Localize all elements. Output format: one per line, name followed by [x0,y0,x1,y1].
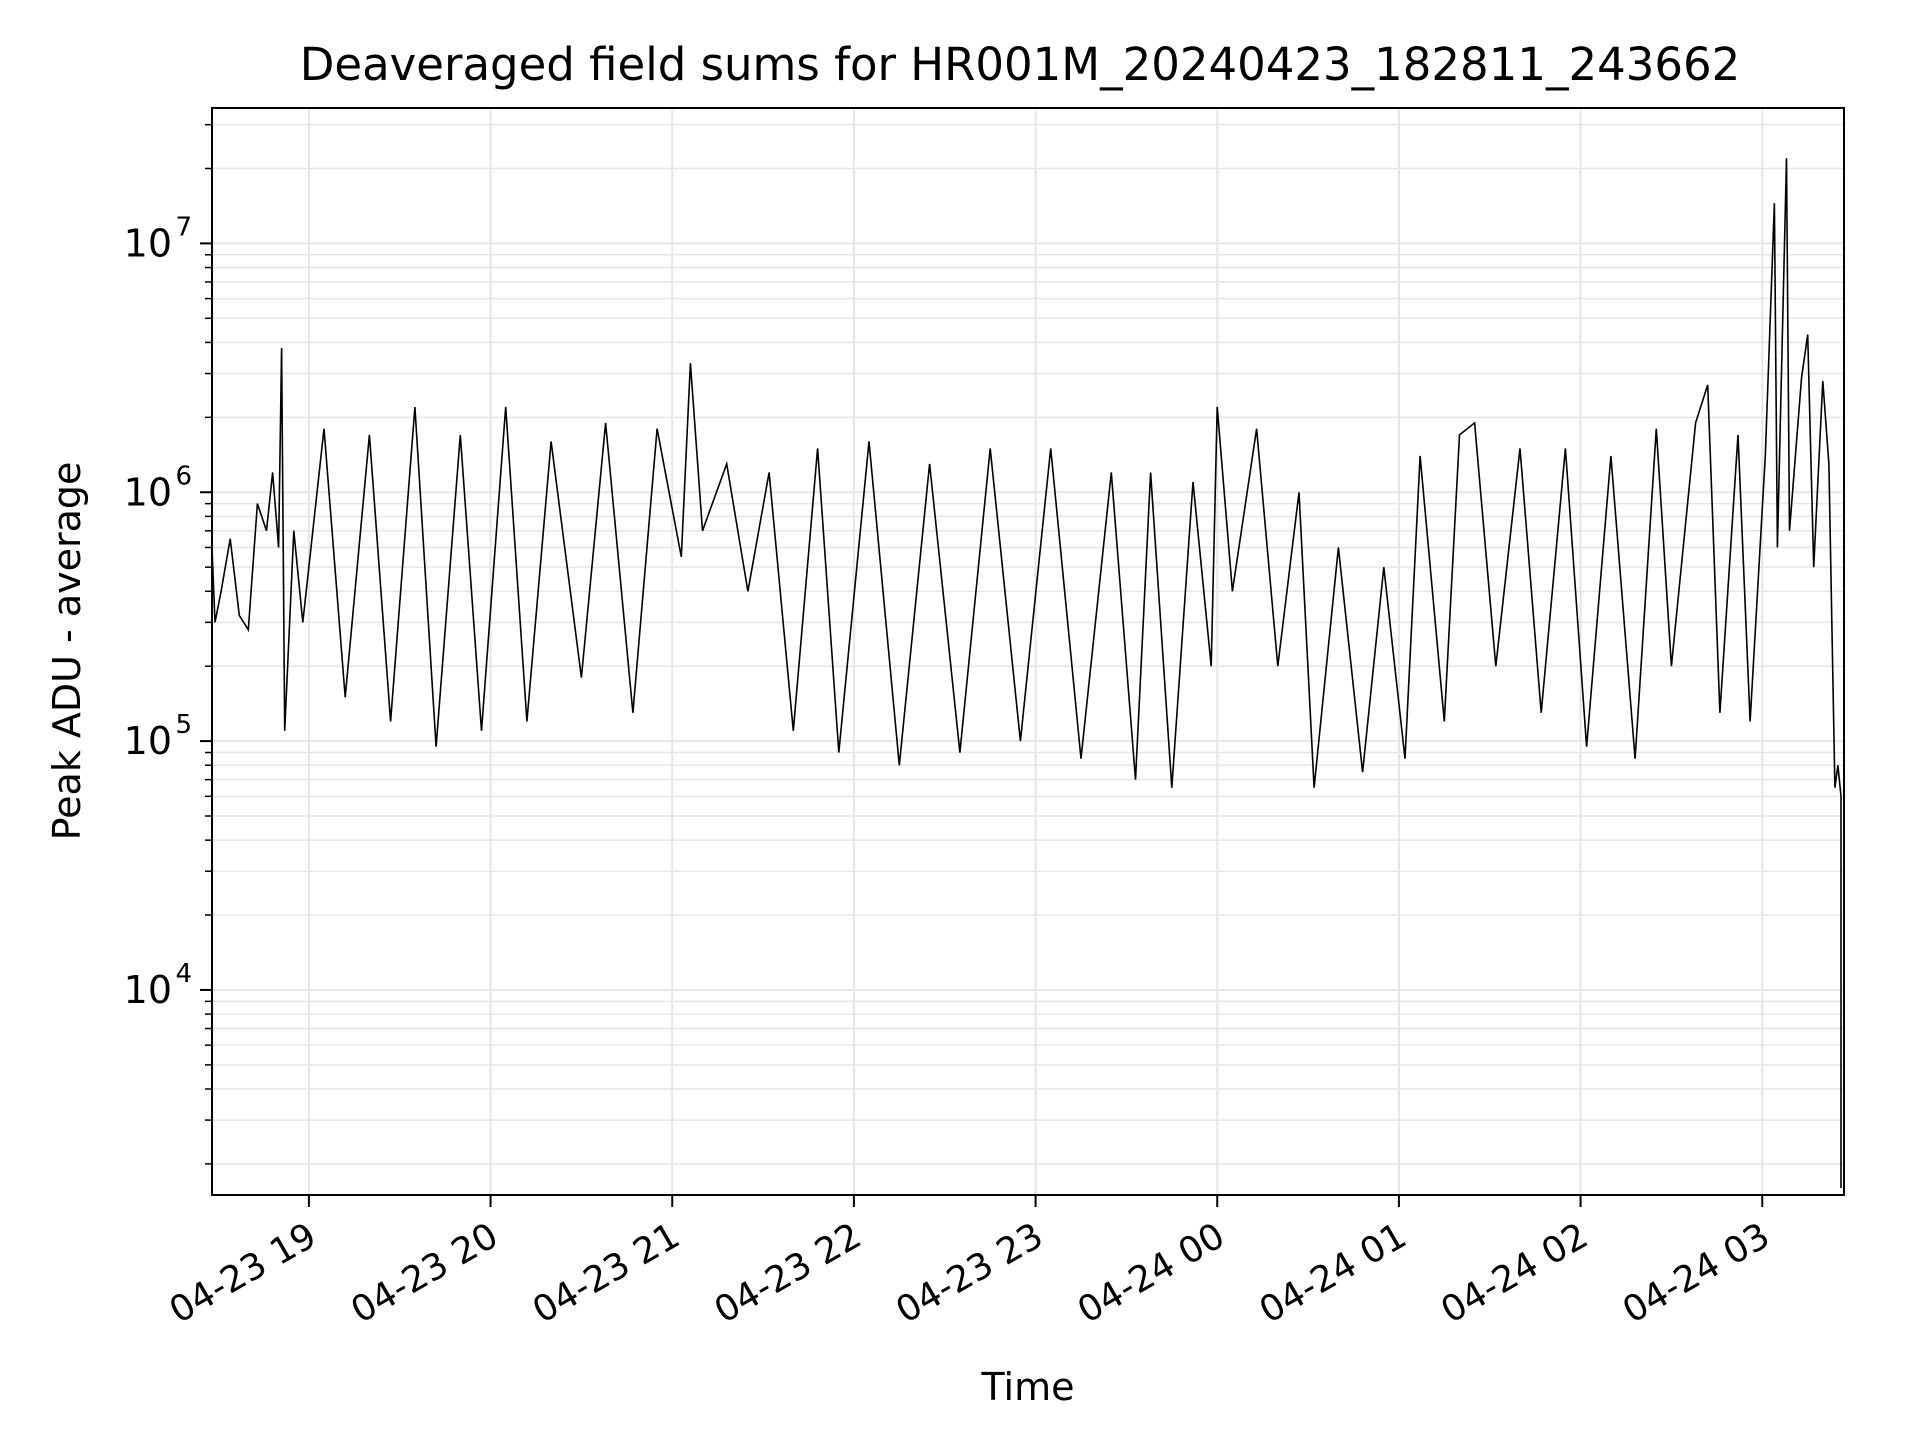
y-tick-exponent: 7 [175,212,192,242]
y-axis-label: Peak ADU - average [45,462,89,841]
y-tick-exponent: 4 [175,959,192,989]
y-tick-label: 10 [124,470,172,514]
data-series-line [212,158,1842,1188]
y-tick-label: 10 [124,719,172,763]
grid [212,108,1844,1195]
chart-title: Deaveraged field sums for HR001M_2024042… [300,38,1740,91]
y-tick-label: 10 [124,968,172,1012]
plot-frame [211,107,1845,1196]
y-tick-label: 10 [124,221,172,265]
y-tick-exponent: 5 [175,710,192,740]
plot-area-clip [212,158,1842,1188]
y-tick-exponent: 6 [175,461,192,491]
x-axis-label: Time [981,1365,1075,1409]
